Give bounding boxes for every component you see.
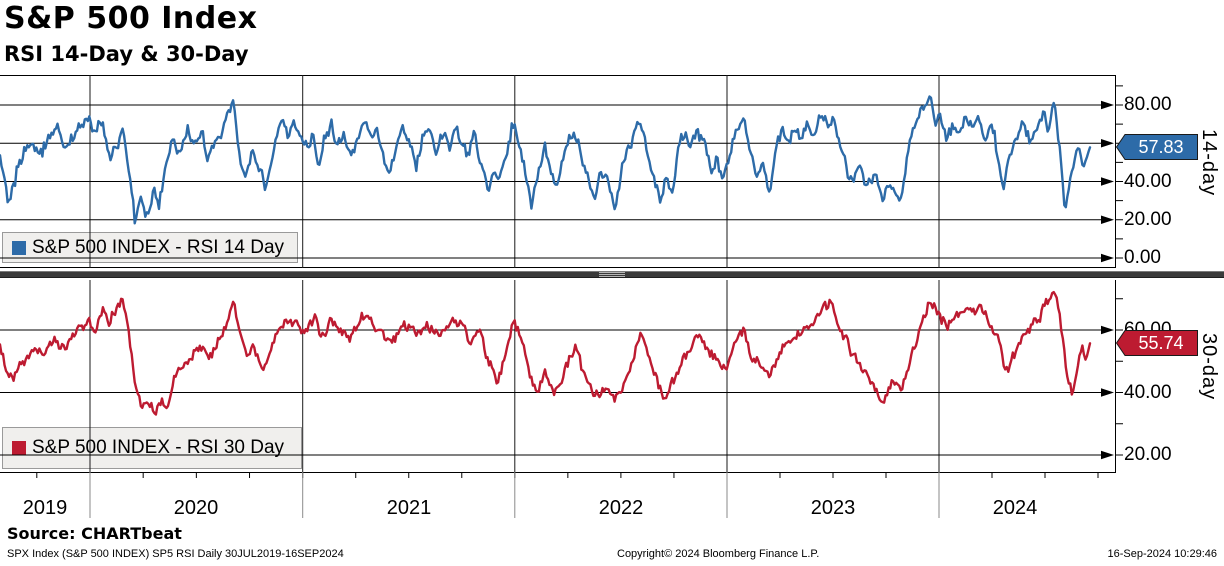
legend-swatch-rsi30-icon [12, 441, 26, 455]
page-subtitle: RSI 14-Day & 30-Day [4, 42, 249, 66]
last-value-tag-rsi30: 55.74 [1115, 330, 1198, 356]
source-line: Source: CHARTbeat [7, 524, 182, 543]
page-title: S&P 500 Index [4, 1, 258, 36]
axis-title-14day: 14-day [1198, 129, 1220, 197]
tag-flag-icon [1115, 134, 1198, 160]
legend-rsi30[interactable]: S&P 500 INDEX - RSI 30 Day [2, 427, 302, 469]
splitter-grip-icon[interactable] [599, 272, 625, 277]
x-tick-year-label: 2023 [810, 497, 856, 519]
panel-splitter[interactable] [0, 271, 1224, 278]
legend-label-rsi14: S&P 500 INDEX - RSI 14 Day [32, 236, 285, 258]
x-tick-year-label: 2022 [598, 497, 644, 519]
rsi14-ytick-label: 40.00 [1124, 171, 1172, 192]
x-tick-year-label: 2024 [992, 497, 1038, 519]
footer-security-info: SPX Index (S&P 500 INDEX) SP5 RSI Daily … [7, 548, 344, 560]
rsi14-ytick-label: 80.00 [1124, 94, 1172, 115]
rsi30-ytick-label: 40.00 [1124, 382, 1172, 403]
footer-copyright: Copyright© 2024 Bloomberg Finance L.P. [617, 548, 820, 560]
legend-swatch-rsi14-icon [12, 240, 26, 255]
last-value-rsi14: 57.83 [1138, 137, 1184, 157]
axis-title-30day: 30-day [1198, 333, 1220, 401]
x-tick-year-label: 2019 [22, 497, 68, 519]
rsi30-ytick-label: 20.00 [1124, 444, 1172, 465]
rsi14-ytick-label: 20.00 [1124, 209, 1172, 230]
legend-rsi14[interactable]: S&P 500 INDEX - RSI 14 Day [2, 232, 298, 263]
x-tick-year-label: 2020 [173, 497, 219, 519]
last-value-tag-rsi14: 57.83 [1115, 134, 1198, 160]
tag-flag-icon [1115, 330, 1198, 356]
legend-label-rsi30: S&P 500 INDEX - RSI 30 Day [32, 437, 285, 458]
rsi14-ytick-label: 0.00 [1124, 247, 1161, 268]
footer-timestamp: 16-Sep-2024 10:29:46 [1107, 548, 1217, 560]
x-tick-year-label: 2021 [386, 497, 432, 519]
last-value-rsi30: 55.74 [1138, 333, 1184, 353]
